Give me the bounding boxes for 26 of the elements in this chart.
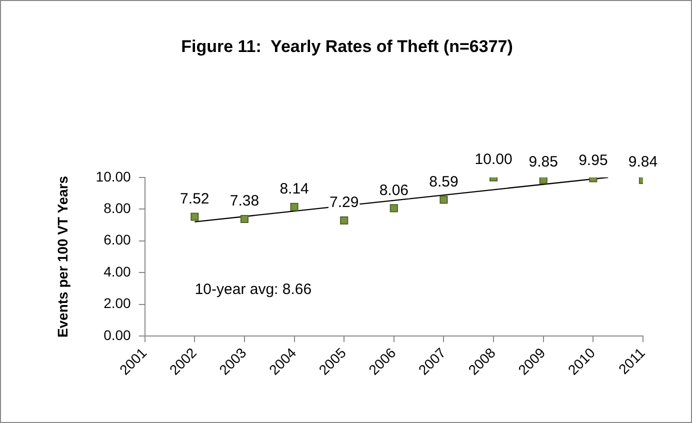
point	[440, 196, 448, 204]
data-label: 10.00	[474, 151, 512, 168]
data-label: 8.14	[280, 180, 309, 198]
data-label: 9.84	[628, 154, 658, 171]
point	[539, 177, 548, 184]
y-tick-label: 0.00	[104, 326, 132, 343]
data-label: 9.95	[578, 152, 608, 169]
y-tick-label: 6.00	[104, 232, 132, 248]
y-tick-label: 10.00	[96, 168, 132, 184]
data-label: 8.06	[379, 182, 409, 199]
y-tick-label: 4.00	[104, 263, 132, 280]
data-label: 8.59	[429, 173, 458, 190]
data-label: 7.52	[180, 190, 210, 208]
data-label: 7.29	[330, 194, 359, 212]
chart-title: Figure 11: Yearly Rates of Theft (n=6377)	[181, 36, 513, 56]
y-tick-label: 2.00	[104, 295, 132, 312]
y-tick-label: 8.00	[104, 200, 132, 216]
y-axis-title: Events per 100 VT Years	[54, 176, 70, 338]
data-label: 7.38	[230, 192, 260, 210]
point	[290, 202, 298, 211]
data-label: 9.85	[528, 153, 558, 170]
annotation: 10-year avg: 8.66	[194, 281, 312, 298]
point	[240, 214, 249, 224]
point	[190, 212, 199, 221]
point	[340, 216, 348, 224]
point	[390, 204, 398, 212]
